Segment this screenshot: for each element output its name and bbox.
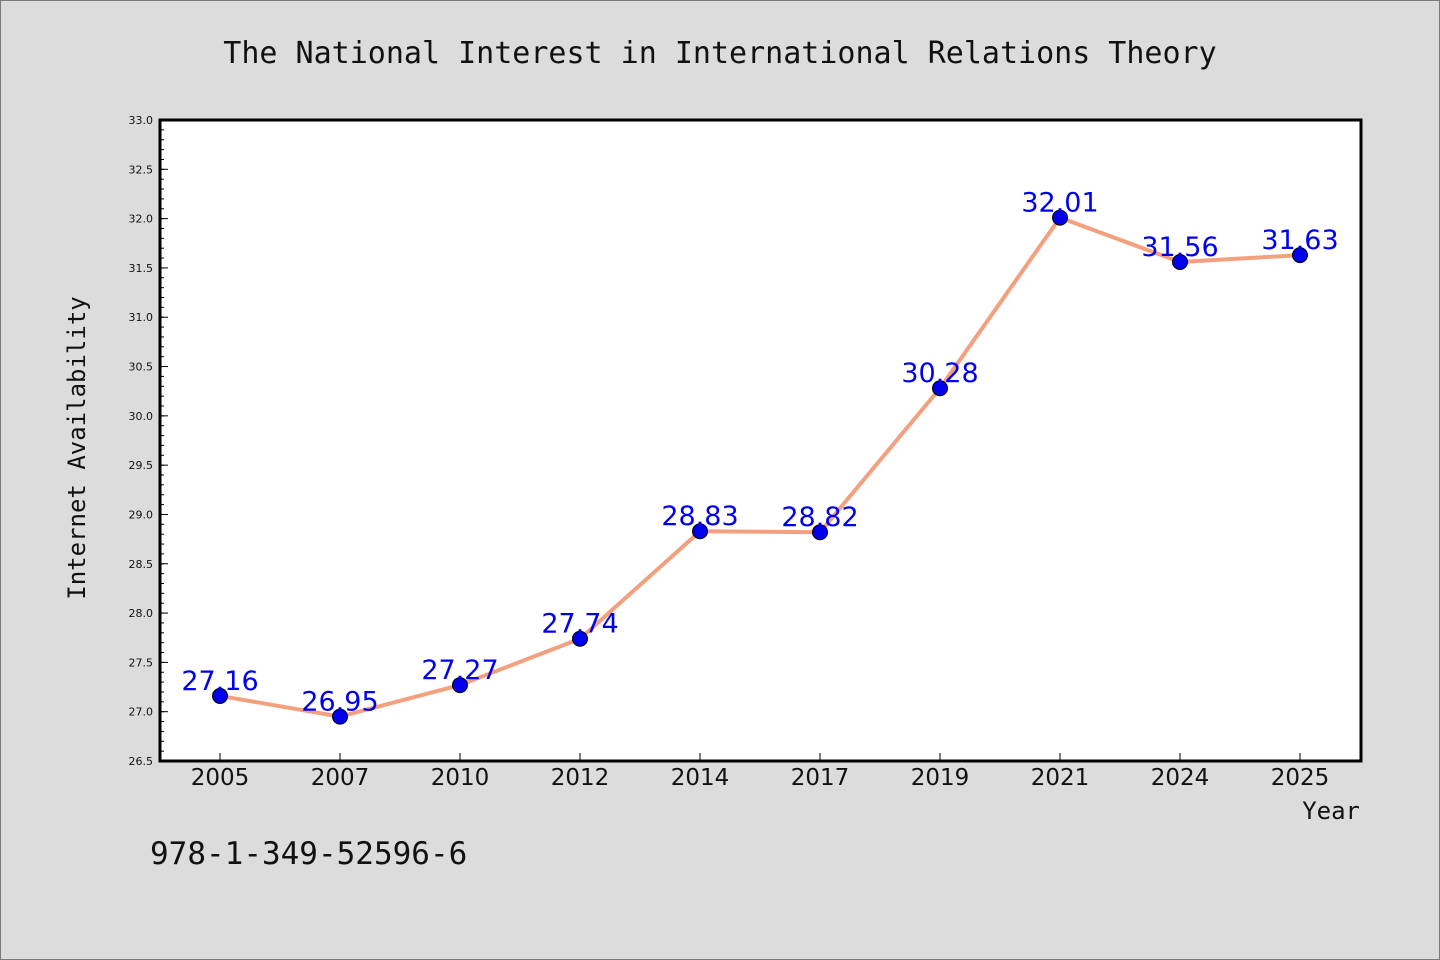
y-tick-label: 27.5 bbox=[129, 656, 154, 669]
x-tick-label: 2025 bbox=[1271, 765, 1330, 791]
y-tick-label: 29.5 bbox=[129, 459, 154, 472]
data-label: 32.01 bbox=[1021, 188, 1098, 219]
data-label: 31.56 bbox=[1141, 232, 1218, 263]
isbn-text: 978-1-349-52596-6 bbox=[150, 836, 467, 872]
data-point bbox=[932, 380, 948, 397]
y-tick-label: 30.5 bbox=[129, 361, 154, 374]
data-point bbox=[1292, 247, 1308, 264]
y-tick-label: 27.0 bbox=[129, 706, 154, 719]
y-tick-label: 28.0 bbox=[129, 607, 154, 620]
y-axis: 26.5 27.0 27.5 28.0 28.5 29.0 29.5 30.0 30.5 31.0… bbox=[129, 114, 168, 768]
series-layer bbox=[212, 209, 1308, 725]
data-point bbox=[1172, 254, 1188, 271]
y-tick-label: 32.0 bbox=[129, 213, 154, 226]
data-point bbox=[1052, 209, 1068, 226]
x-axis: 2005 2007 2010 2012 2014 2017 2019 2021 2024 2025 bbox=[191, 753, 1330, 791]
data-label: 26.95 bbox=[301, 687, 378, 718]
x-tick-label: 2021 bbox=[1031, 765, 1090, 791]
x-tick-label: 2005 bbox=[191, 765, 250, 791]
x-tick-label: 2012 bbox=[551, 765, 610, 791]
y-tick-label: 28.5 bbox=[129, 558, 154, 571]
chart-title: The National Interest in International R… bbox=[223, 36, 1216, 71]
y-tick-label: 31.0 bbox=[129, 311, 154, 324]
plot-area bbox=[160, 120, 1361, 761]
data-label: 27.16 bbox=[181, 666, 258, 697]
series-line bbox=[219, 215, 1301, 719]
data-label: 31.63 bbox=[1261, 225, 1338, 256]
data-point bbox=[812, 524, 828, 541]
data-point bbox=[572, 630, 588, 647]
data-label: 28.82 bbox=[781, 502, 858, 533]
y-tick-label: 26.5 bbox=[129, 755, 154, 768]
x-tick-label: 2017 bbox=[791, 765, 850, 791]
data-point bbox=[692, 523, 708, 540]
data-point bbox=[332, 708, 348, 725]
y-tick-label: 30.0 bbox=[129, 410, 154, 423]
data-label: 30.28 bbox=[901, 358, 978, 389]
data-label-layer: 27.16 26.95 27.27 27.74 28.83 28.82 30.28 32.01… bbox=[181, 188, 1338, 718]
y-tick-label: 33.0 bbox=[129, 114, 154, 127]
y-tick-label: 31.5 bbox=[129, 262, 154, 275]
y-tick-label: 32.5 bbox=[129, 163, 154, 176]
x-tick-label: 2019 bbox=[911, 765, 970, 791]
data-label: 28.83 bbox=[661, 501, 738, 532]
x-tick-label: 2007 bbox=[311, 765, 370, 791]
data-point bbox=[212, 687, 228, 704]
plot-border bbox=[158, 118, 1363, 763]
y-axis-label: Internet Availability bbox=[63, 296, 91, 599]
x-tick-label: 2014 bbox=[671, 765, 730, 791]
data-label: 27.27 bbox=[421, 655, 498, 686]
data-label: 27.74 bbox=[541, 609, 618, 640]
x-axis-label: Year bbox=[1302, 797, 1360, 825]
y-tick-label: 29.0 bbox=[129, 508, 154, 521]
x-tick-label: 2024 bbox=[1151, 765, 1210, 791]
x-tick-label: 2010 bbox=[431, 765, 490, 791]
data-point bbox=[452, 677, 468, 694]
